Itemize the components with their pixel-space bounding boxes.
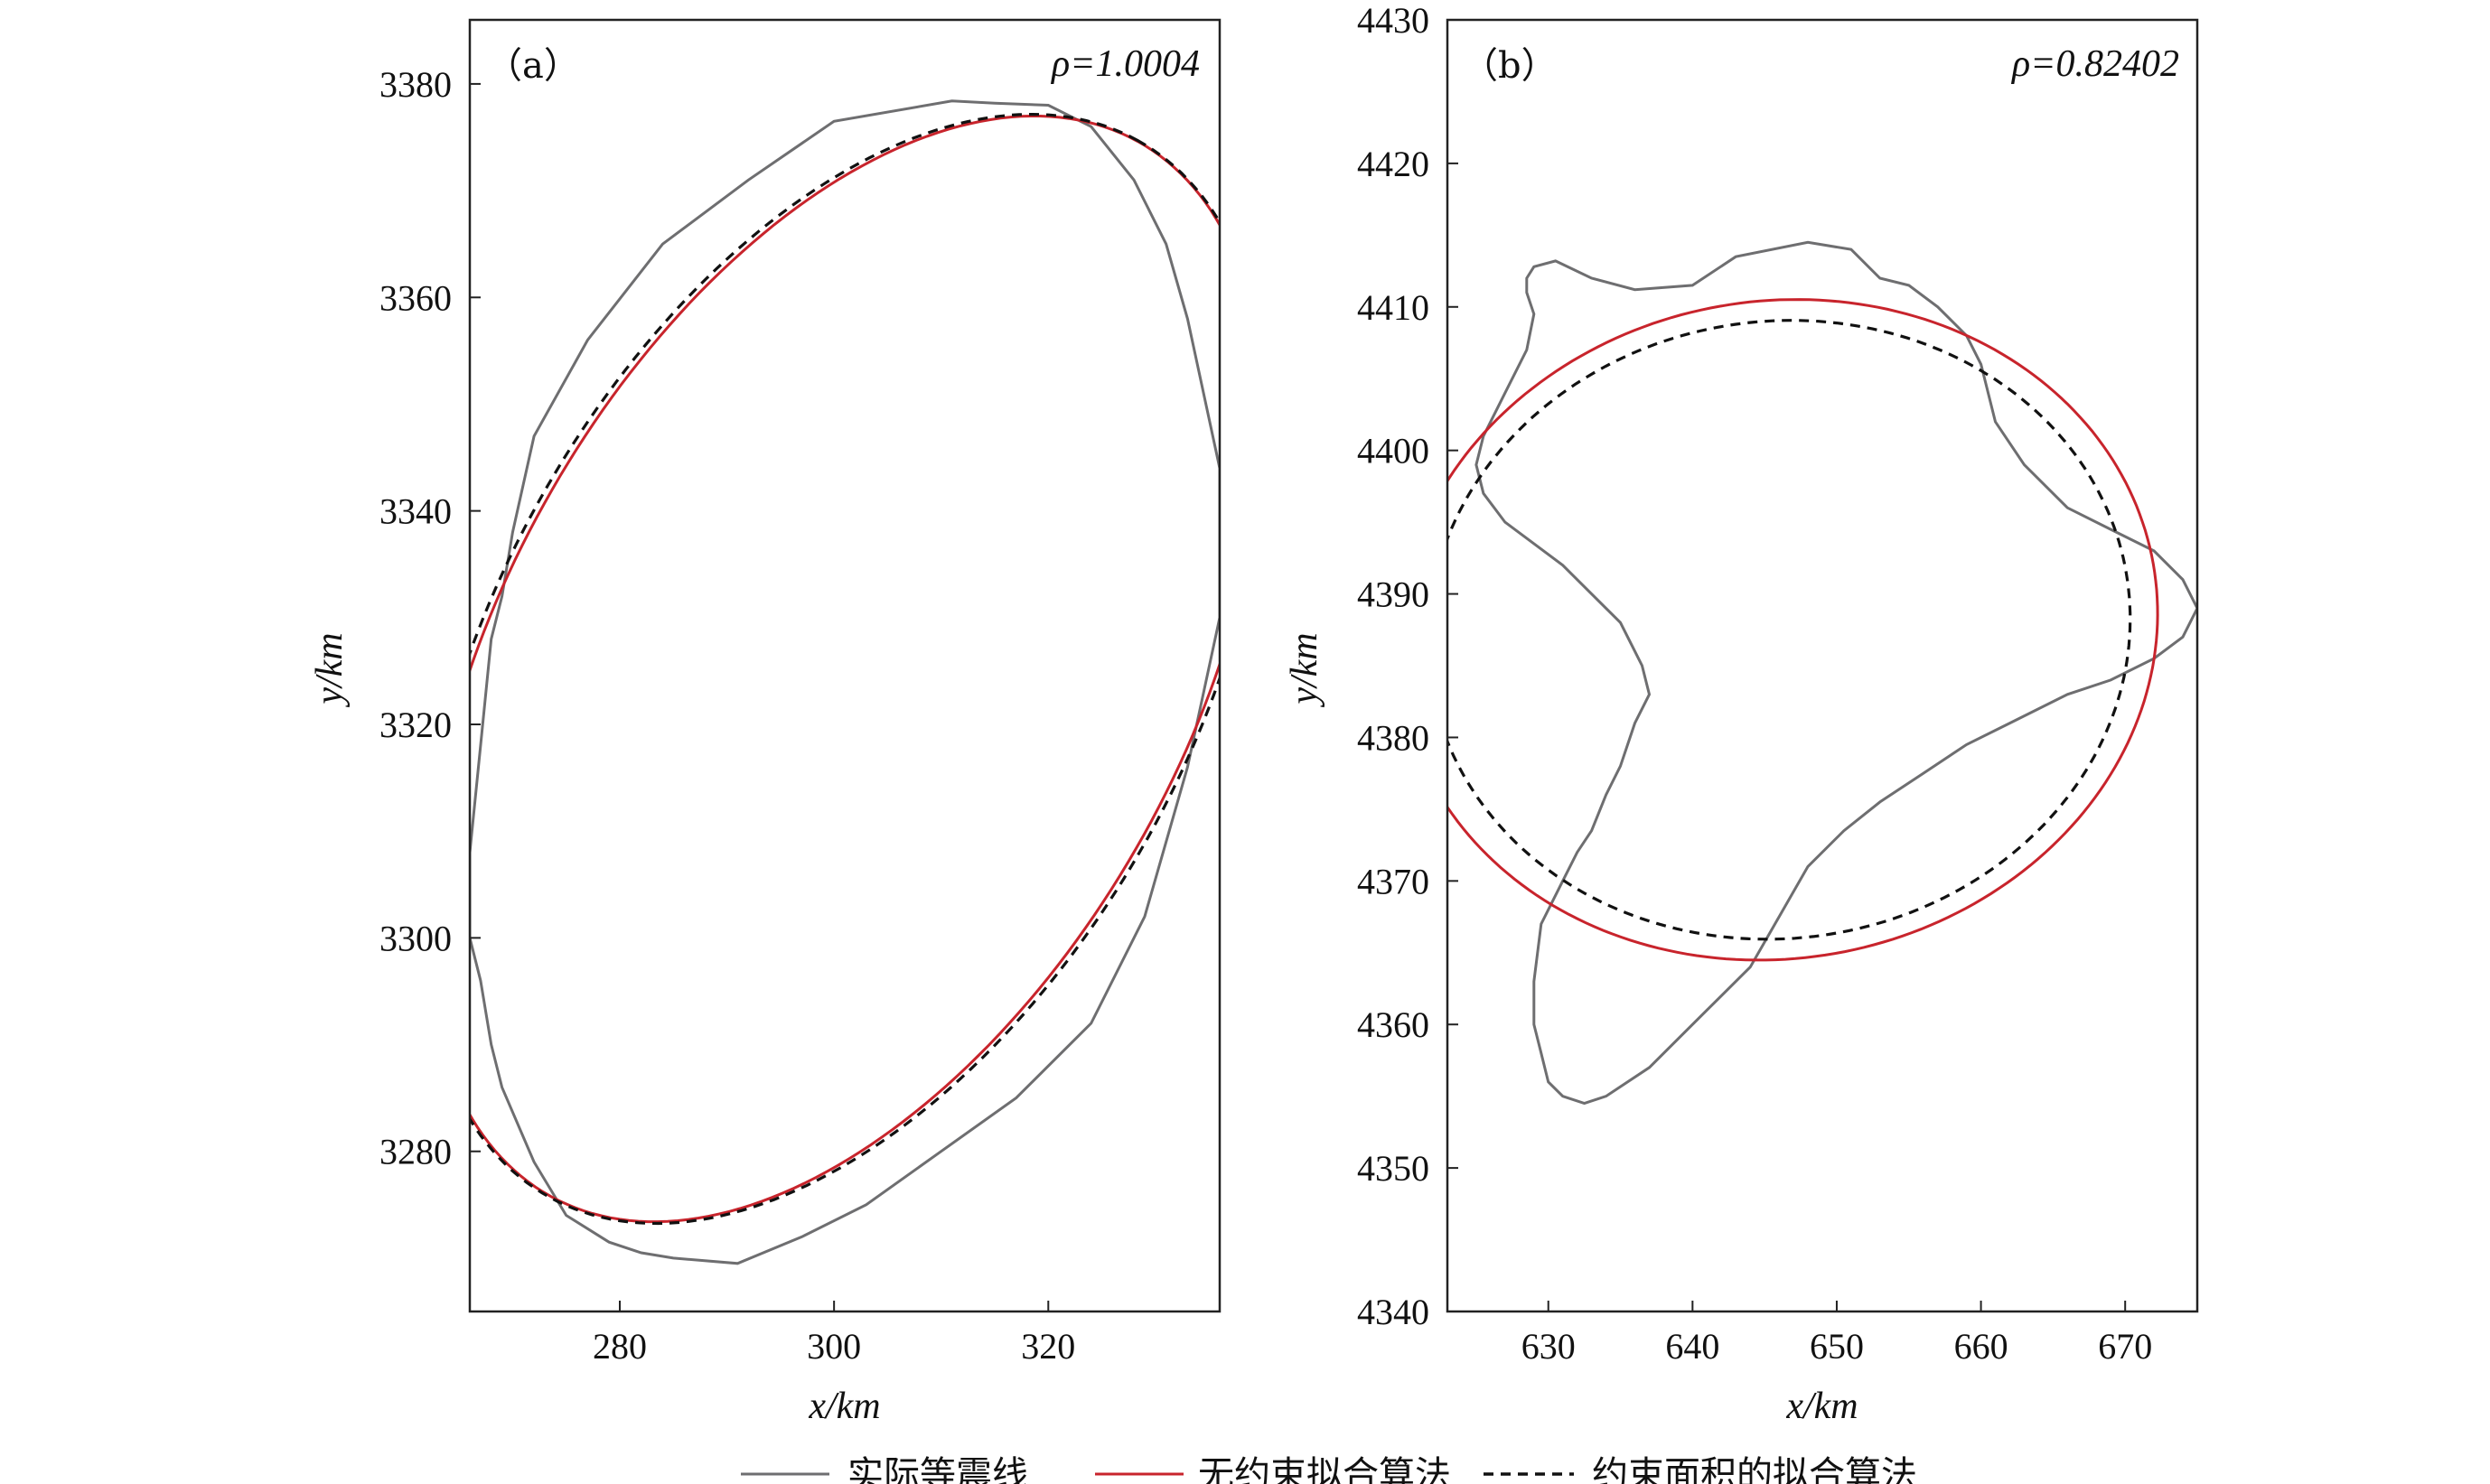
panel-a: 280 300 320 3280 3300 3320 3340 3360 3380 （a） ρ…	[309, 18, 1222, 1427]
panel-b-rho-annotation: ρ=0.82402	[2010, 43, 2179, 85]
panel-a-y-ticks: 3280 3300 3320 3340 3360 3380	[379, 64, 481, 1172]
panel-b-frame	[1446, 18, 2199, 1313]
panel-b-unconstrained-fit-ellipse	[1447, 298, 2159, 962]
panel-b: 630 640 650 660 670 4340 4350 4360 4370 4380 4390…	[1284, 0, 2199, 1427]
panel-b-y-ticks: 4340 4350 4360 4370 4380 4390 4400 4410 4420 4430	[1357, 0, 1458, 1332]
legend: 实际等震线 无约束拟合算法 约束面积的拟合算法	[741, 1454, 1917, 1484]
y-tick-label: 4350	[1357, 1148, 1429, 1189]
panel-a-rho-annotation: ρ=1.0004	[1050, 43, 1200, 85]
x-tick-label: 630	[1521, 1326, 1576, 1367]
y-tick-label: 4370	[1357, 861, 1429, 901]
y-tick-label: 4410	[1357, 287, 1429, 328]
panel-b-x-axis-label: x/km	[1785, 1386, 1858, 1427]
legend-label-actual: 实际等震线	[847, 1454, 1028, 1484]
panel-b-tag: （b）	[1462, 45, 1558, 87]
x-tick-label: 650	[1810, 1326, 1864, 1367]
x-tick-label: 280	[593, 1326, 647, 1367]
y-tick-label: 4390	[1357, 574, 1429, 615]
panel-b-y-axis-label: y/km	[1284, 632, 1325, 707]
panel-a-x-ticks: 280 300 320	[593, 1301, 1075, 1367]
x-tick-label: 640	[1665, 1326, 1719, 1367]
panel-a-constrained-fit-ellipse	[470, 112, 1220, 1226]
panel-a-y-axis-label: y/km	[309, 632, 351, 707]
y-tick-label: 4380	[1357, 717, 1429, 758]
y-tick-label: 3360	[379, 277, 452, 318]
y-tick-label: 3340	[379, 491, 452, 532]
panel-b-actual-isoseismal-line	[1474, 240, 2197, 1106]
x-tick-label: 320	[1021, 1326, 1075, 1367]
panel-a-x-axis-label: x/km	[808, 1386, 880, 1427]
y-tick-label: 4430	[1357, 0, 1429, 41]
y-tick-label: 4400	[1357, 431, 1429, 471]
panel-b-x-ticks: 630 640 650 660 670	[1521, 1301, 2152, 1367]
panel-b-constrained-fit-ellipse	[1447, 319, 2132, 941]
y-tick-label: 4360	[1357, 1004, 1429, 1045]
x-tick-label: 660	[1954, 1326, 2008, 1367]
panel-a-tag: （a）	[486, 45, 580, 87]
legend-label-unconstrained: 无约束拟合算法	[1198, 1454, 1451, 1484]
y-tick-label: 4340	[1357, 1292, 1429, 1332]
panel-a-unconstrained-fit-ellipse	[470, 115, 1220, 1224]
x-tick-label: 300	[807, 1326, 861, 1367]
y-tick-label: 3280	[379, 1132, 452, 1172]
y-tick-label: 3320	[379, 705, 452, 745]
x-tick-label: 670	[2098, 1326, 2152, 1367]
panel-a-frame	[468, 18, 1222, 1313]
panel-a-actual-isoseismal-line	[470, 99, 1220, 1265]
y-tick-label: 3300	[379, 918, 452, 958]
legend-label-constrained: 约束面积的拟合算法	[1592, 1454, 1917, 1484]
y-tick-label: 4420	[1357, 144, 1429, 184]
y-tick-label: 3380	[379, 64, 452, 105]
